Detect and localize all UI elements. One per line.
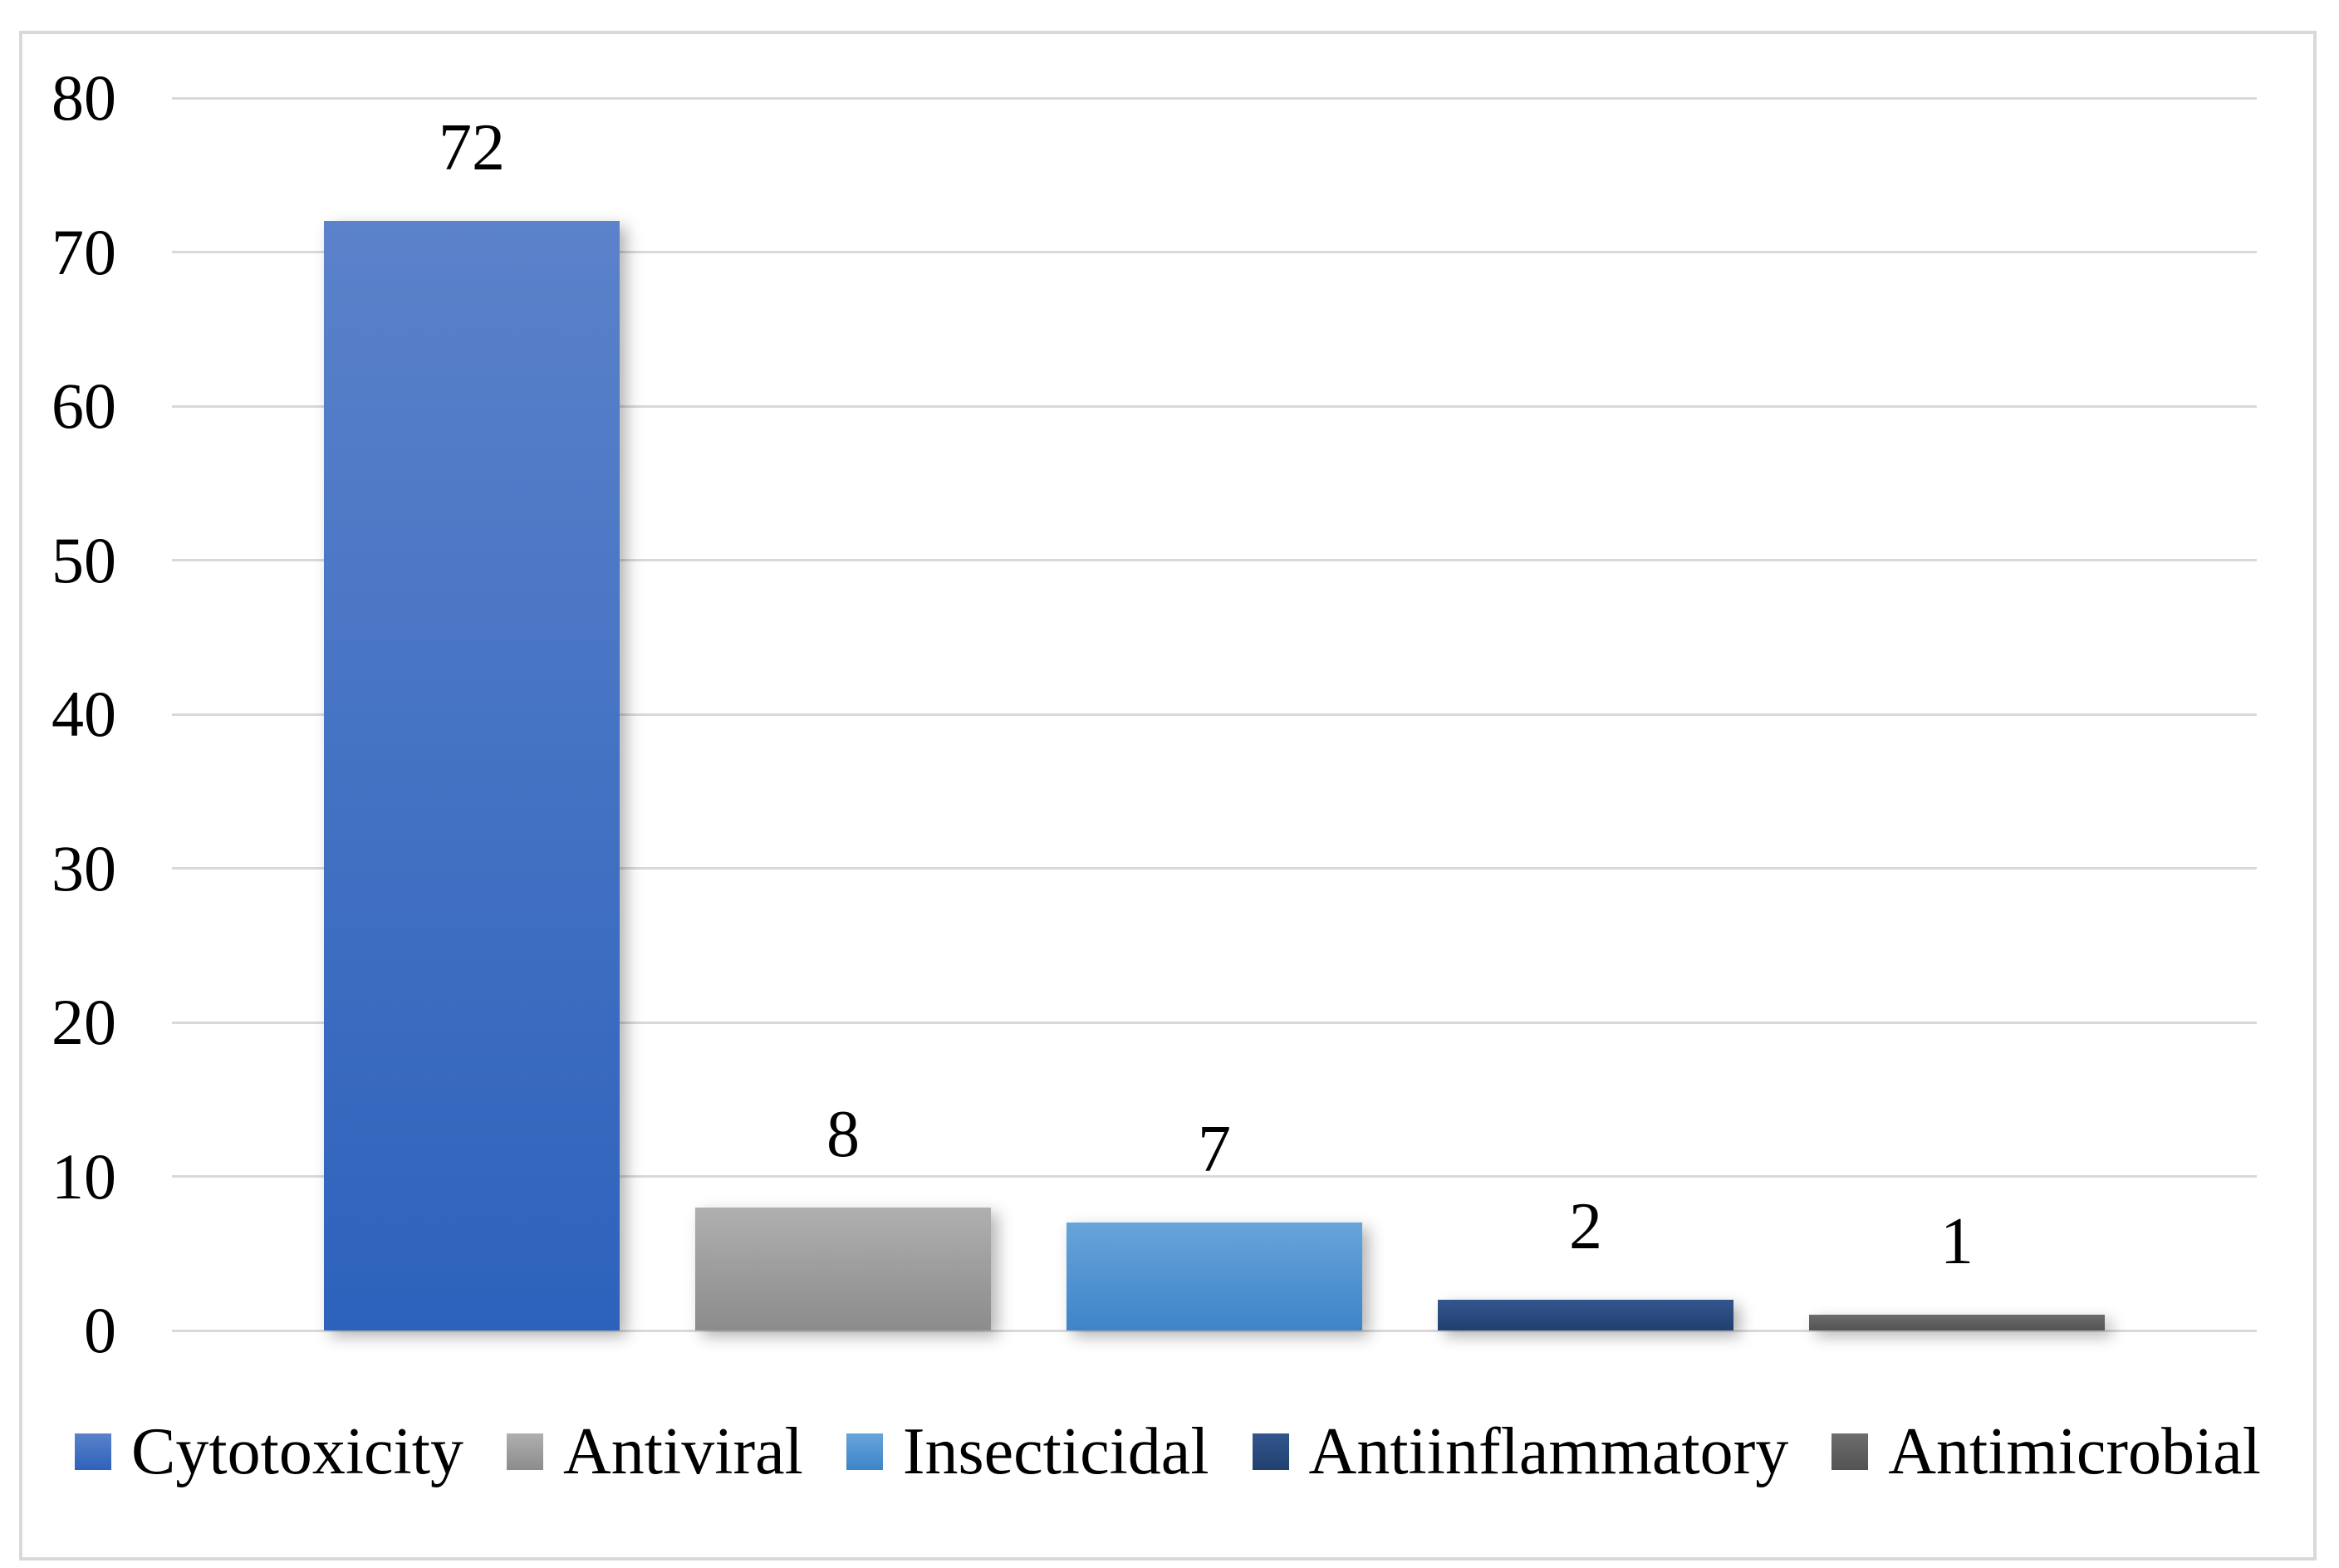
gridline (172, 251, 2257, 253)
gridline (172, 404, 2257, 408)
bar-antimicrobial (1809, 1315, 2105, 1330)
legend-item-antiviral: Antiviral (507, 1414, 803, 1490)
legend-swatch (1252, 1433, 1289, 1470)
bar-cytotoxicity (324, 221, 620, 1330)
legend-item-cytotoxicity: Cytotoxicity (75, 1414, 463, 1490)
legend-swatch (507, 1433, 543, 1470)
gridline (172, 559, 2257, 561)
legend: Cytotoxicity Antiviral Insecticidal Antiinf… (19, 1405, 2317, 1498)
y-axis-tick-label: 80 (51, 61, 116, 134)
y-axis-tick-label: 60 (51, 370, 116, 442)
y-axis-tick-label: 40 (51, 678, 116, 750)
legend-item-antiinflammatory: Antiinflammatory (1252, 1414, 1789, 1490)
bar-value-label: 72 (439, 111, 505, 185)
legend-label: Antiinflammatory (1308, 1415, 1789, 1488)
gridline (172, 96, 2257, 100)
gridline (172, 1329, 2257, 1332)
legend-swatch (846, 1433, 883, 1470)
legend-swatch (75, 1433, 111, 1470)
bar-value-label: 8 (826, 1097, 860, 1171)
bar-value-label: 2 (1569, 1189, 1602, 1263)
legend-label: Antiviral (563, 1415, 803, 1488)
bar-antiviral (695, 1208, 991, 1330)
y-axis-tick-label: 50 (51, 523, 116, 596)
bar-insecticidal (1067, 1223, 1362, 1330)
y-axis-tick-label: 70 (51, 215, 116, 288)
bar-antiinflammatory (1438, 1300, 1733, 1330)
bar-value-label: 7 (1198, 1113, 1231, 1187)
gridline (172, 1175, 2257, 1178)
bar-value-label: 1 (1940, 1205, 1974, 1279)
gridline (172, 1021, 2257, 1024)
y-axis: 0 10 20 30 40 50 60 70 80 (0, 66, 116, 1363)
y-axis-tick-label: 20 (51, 986, 116, 1058)
legend-label: Antimicrobial (1888, 1415, 2261, 1488)
legend-label: Insecticidal (902, 1415, 1209, 1488)
y-axis-tick-label: 10 (51, 1139, 116, 1213)
y-axis-tick-label: 30 (51, 831, 116, 904)
gridline (172, 713, 2257, 716)
y-axis-tick-label: 0 (84, 1294, 116, 1366)
legend-label: Cytotoxicity (131, 1415, 463, 1488)
legend-item-insecticidal: Insecticidal (846, 1414, 1209, 1490)
gridline (172, 867, 2257, 870)
legend-swatch (1831, 1433, 1869, 1470)
plot-area: 72 8 7 2 1 (172, 96, 2257, 1332)
legend-item-antimicrobial: Antimicrobial (1831, 1414, 2261, 1490)
